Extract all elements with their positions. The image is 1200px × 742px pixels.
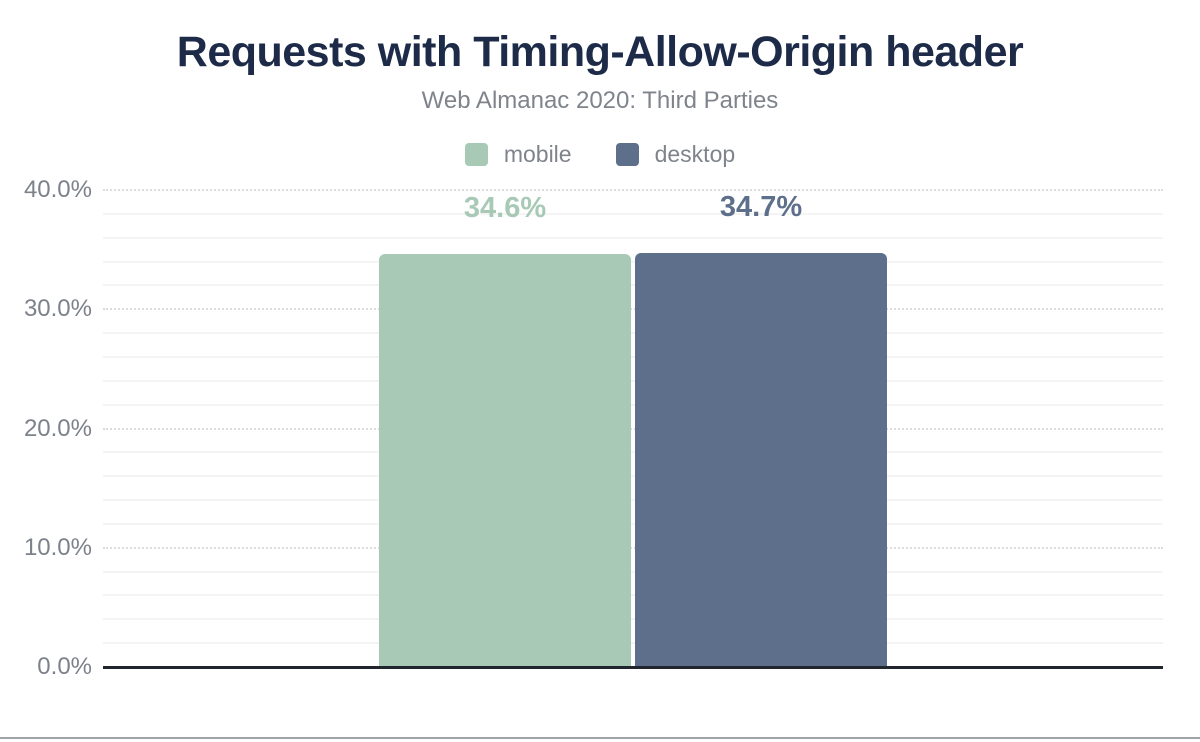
bar-value-label-desktop: 34.7% bbox=[719, 191, 803, 224]
gridline-minor bbox=[103, 475, 1163, 478]
gridline-minor bbox=[103, 403, 1163, 406]
legend-item-mobile: mobile bbox=[464, 140, 572, 168]
plot-area: 34.6% 34.7% bbox=[103, 189, 1163, 669]
legend-label-mobile: mobile bbox=[503, 140, 572, 167]
gridline-minor bbox=[103, 379, 1163, 382]
chart-subtitle: Web Almanac 2020: Third Parties bbox=[421, 87, 779, 114]
gridline-major bbox=[103, 427, 1163, 430]
gridline-minor bbox=[103, 618, 1163, 621]
legend-label-desktop: desktop bbox=[654, 140, 736, 167]
y-tick-label: 30.0% bbox=[23, 295, 92, 323]
gridline-minor bbox=[103, 284, 1163, 287]
gridline-minor bbox=[103, 594, 1163, 597]
y-tick-label: 10.0% bbox=[23, 533, 92, 561]
y-tick-label: 20.0% bbox=[23, 414, 92, 442]
gridline-major bbox=[103, 189, 1163, 191]
gridline-minor bbox=[103, 451, 1163, 454]
legend: mobile desktop bbox=[0, 140, 1200, 168]
legend-item-desktop: desktop bbox=[615, 140, 736, 168]
gridline-minor bbox=[103, 332, 1163, 335]
figure-bottom-border bbox=[0, 737, 1200, 739]
y-tick-label: 40.0% bbox=[23, 176, 92, 203]
chart-title: Requests with Timing-Allow-Origin header bbox=[176, 28, 1024, 76]
gridline-minor bbox=[103, 570, 1163, 573]
gridline-minor bbox=[103, 499, 1163, 502]
gridline-major bbox=[103, 308, 1163, 311]
bar-mobile[interactable] bbox=[379, 254, 631, 667]
bar-value-label-mobile: 34.6% bbox=[463, 192, 547, 225]
gridline-minor bbox=[103, 236, 1163, 239]
gridline-minor bbox=[103, 355, 1163, 358]
gridline-major bbox=[103, 546, 1163, 549]
gridline-minor bbox=[103, 260, 1163, 263]
x-axis-line bbox=[103, 666, 1163, 669]
y-tick-label: 0.0% bbox=[37, 653, 92, 680]
desktop-series-swatch bbox=[615, 142, 639, 166]
bar-desktop[interactable] bbox=[635, 253, 887, 667]
gridline-minor bbox=[103, 212, 1163, 215]
mobile-series-swatch bbox=[464, 142, 488, 166]
y-axis-tick-labels: 0.0% 10.0% 20.0% 30.0% 40.0% bbox=[0, 0, 92, 742]
gridline-minor bbox=[103, 522, 1163, 525]
gridline-minor bbox=[103, 642, 1163, 645]
